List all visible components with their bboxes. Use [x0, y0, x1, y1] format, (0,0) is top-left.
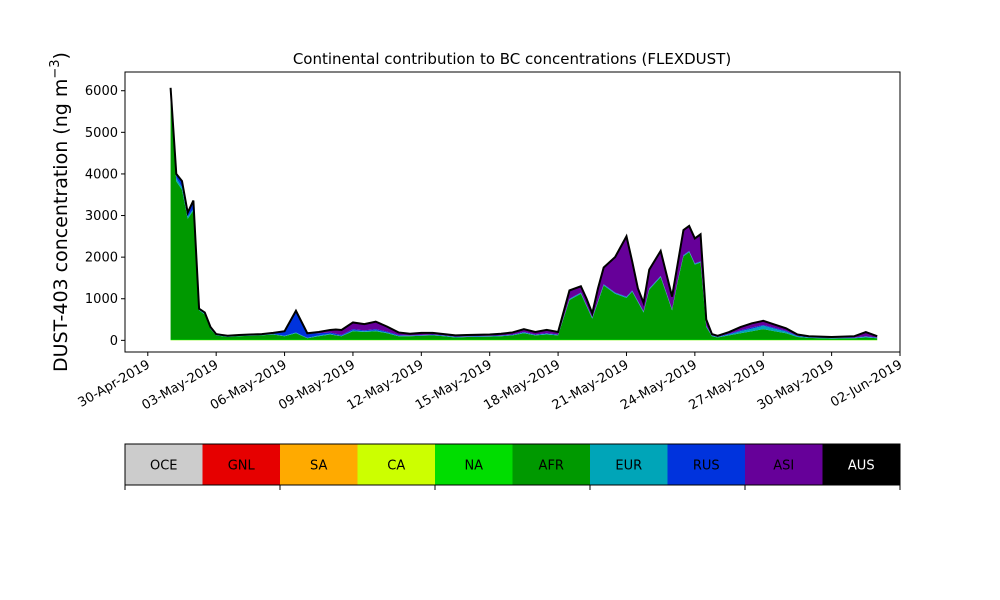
x-tick-label: 12-May-2019: [345, 357, 427, 413]
legend-swatch-afr: [512, 444, 591, 485]
y-axis-label-close: ): [50, 52, 72, 59]
legend-label-afr: AFR: [539, 459, 564, 474]
legend-label-gnl: GNL: [228, 459, 256, 474]
color-legend: OCE GNL SA CA NA AFR EUR RUS ASI AUS: [124, 443, 901, 490]
legend-swatch-asi: [745, 444, 823, 485]
legend-swatch-gnl: [202, 444, 281, 485]
x-tick-label: 06-May-2019: [208, 357, 290, 413]
x-tick-label: 27-May-2019: [687, 357, 769, 413]
legend-label-eur: EUR: [615, 459, 642, 474]
y-tick-label: 3000: [85, 209, 118, 224]
x-tick-label: 30-May-2019: [755, 357, 837, 413]
y-tick-label: 2000: [85, 251, 118, 266]
x-axis: 30-Apr-201903-May-201906-May-201909-May-…: [76, 352, 905, 413]
x-tick-label: 24-May-2019: [618, 357, 700, 413]
y-tick-label: 4000: [85, 167, 118, 182]
y-axis-label: DUST-403 concentration (ng m−3): [48, 52, 72, 372]
plot-area: [124, 71, 901, 353]
area-series-afr: [170, 98, 878, 340]
x-tick-label: 09-May-2019: [276, 357, 358, 413]
y-tick-label: 0: [110, 334, 118, 349]
legend-frame: [124, 443, 901, 486]
area-series-eur: [170, 94, 878, 339]
legend-label-asi: ASI: [773, 459, 794, 474]
legend-label-aus: AUS: [848, 459, 875, 474]
legend-swatch-eur: [590, 444, 668, 485]
legend-swatch-ca: [357, 444, 436, 485]
area-series-aus: [170, 87, 878, 338]
legend-swatch-na: [435, 444, 513, 485]
legend-label-rus: RUS: [693, 459, 720, 474]
total-concentration-line: [169, 87, 878, 339]
y-tick-label: 5000: [85, 126, 118, 141]
y-axis: 0 1000 2000 3000 4000 5000 6000: [85, 84, 125, 349]
legend-swatch-aus: [822, 444, 901, 485]
y-axis-label-main: DUST-403 concentration (ng m: [50, 79, 72, 372]
y-tick-label: 6000: [85, 84, 118, 99]
y-axis-label-exponent: −3: [48, 59, 63, 78]
y-tick-label: 1000: [85, 292, 118, 307]
x-tick-label: 15-May-2019: [413, 357, 495, 413]
legend-swatch-rus: [667, 444, 746, 485]
axes-frame: [124, 71, 901, 353]
legend-label-oce: OCE: [150, 459, 178, 474]
stacked-areas: [170, 87, 878, 341]
legend-swatch-oce: [125, 444, 203, 485]
legend-swatch-sa: [280, 444, 358, 485]
chart-title: Continental contribution to BC concentra…: [293, 50, 731, 68]
legend-label-sa: SA: [310, 459, 327, 474]
area-series-rus: [170, 87, 878, 339]
x-tick-label: 21-May-2019: [550, 357, 632, 413]
area-series-na: [170, 339, 878, 341]
x-tick-label: 18-May-2019: [481, 357, 563, 413]
legend-label-ca: CA: [387, 459, 405, 474]
x-tick-label: 03-May-2019: [139, 357, 221, 413]
legend-label-na: NA: [464, 459, 483, 474]
x-tick-label: 02-Jun-2019: [828, 357, 905, 410]
area-series-asi: [170, 87, 878, 338]
